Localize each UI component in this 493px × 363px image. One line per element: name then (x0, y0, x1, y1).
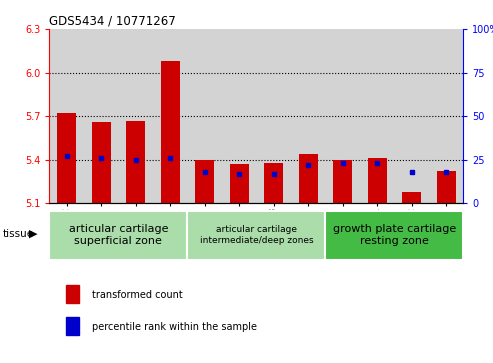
Text: percentile rank within the sample: percentile rank within the sample (92, 322, 256, 331)
Bar (222, 29, 256, 203)
Text: ▶: ▶ (29, 229, 37, 239)
Bar (92, 122, 110, 203)
Bar (161, 61, 179, 203)
Text: articular cartilage
intermediate/deep zones: articular cartilage intermediate/deep zo… (200, 225, 313, 245)
Bar (333, 160, 352, 203)
Bar (360, 29, 394, 203)
Bar (299, 154, 317, 203)
Bar (325, 211, 463, 260)
Bar (230, 164, 248, 203)
Bar (126, 121, 145, 203)
Bar (402, 192, 421, 203)
Text: transformed count: transformed count (92, 290, 182, 299)
Bar (291, 29, 325, 203)
Bar (153, 29, 187, 203)
Text: GDS5434 / 10771267: GDS5434 / 10771267 (49, 15, 176, 28)
Bar (429, 29, 463, 203)
Bar (437, 171, 456, 203)
Bar (187, 211, 325, 260)
Bar (325, 29, 360, 203)
Bar (57, 113, 76, 203)
Bar (264, 163, 283, 203)
Text: tissue: tissue (2, 229, 34, 239)
Bar (49, 29, 84, 203)
Bar (118, 29, 153, 203)
Text: growth plate cartilage
resting zone: growth plate cartilage resting zone (333, 224, 456, 246)
Text: articular cartilage
superficial zone: articular cartilage superficial zone (69, 224, 168, 246)
Bar (187, 29, 222, 203)
Bar (195, 160, 214, 203)
Bar (84, 29, 118, 203)
Bar (368, 158, 387, 203)
Bar (256, 29, 291, 203)
Bar (66, 285, 79, 303)
Bar (66, 317, 79, 335)
Bar (394, 29, 429, 203)
Bar (49, 211, 187, 260)
